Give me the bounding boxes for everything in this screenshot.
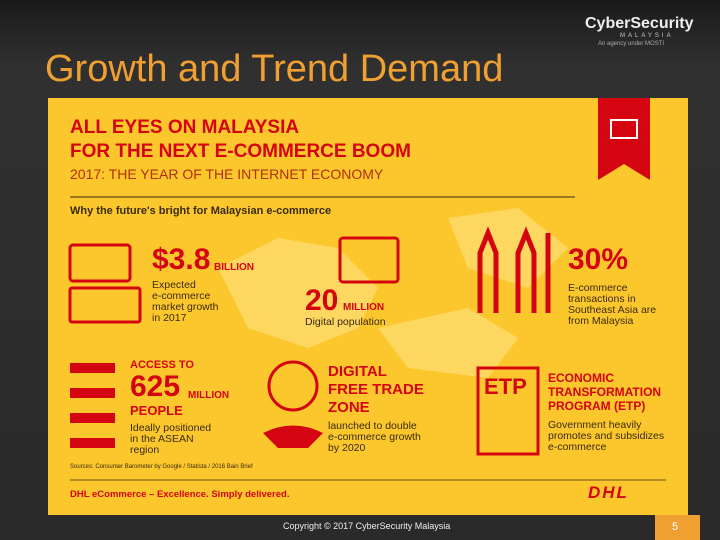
logo-sub: MALAYSIA	[620, 33, 674, 39]
page-number: 5	[672, 521, 679, 533]
stat-value: 625	[130, 370, 181, 403]
screen-icon	[338, 236, 400, 284]
stat-unit: BILLION	[214, 262, 254, 273]
stat-value: 20	[305, 284, 339, 317]
stat-desc: in 2017	[152, 312, 187, 324]
slogan: DHL eCommerce – Excellence. Simply deliv…	[70, 489, 290, 500]
stat-unit: MILLION	[188, 390, 230, 401]
etp-title: PROGRAM (ETP)	[548, 399, 646, 413]
zone-title: ZONE	[328, 399, 370, 416]
tagline: An agency under MOSTI	[598, 41, 665, 47]
people-icon	[70, 363, 115, 448]
map-land	[378, 308, 518, 378]
etp-icon	[476, 366, 540, 456]
laptop-icon	[610, 119, 638, 139]
etp-title: ECONOMIC	[548, 371, 614, 385]
intro: Why the future's bright for Malaysian e-…	[70, 205, 332, 217]
stat-value: 30%	[568, 243, 629, 276]
zone-desc: e-commerce growth	[328, 431, 421, 443]
towers-icon	[477, 226, 551, 313]
zone-title: FREE TRADE	[328, 381, 424, 398]
stat-desc: e-commerce	[152, 290, 211, 302]
etp-desc: e-commerce	[548, 441, 607, 453]
infographic: ALL EYES ON MALAYSIA FOR THE NEXT E-COMM…	[48, 98, 688, 515]
map-art	[68, 98, 666, 481]
stat-desc: market growth	[152, 301, 219, 313]
logo: CyberSecurity	[585, 15, 694, 32]
headline: ALL EYES ON MALAYSIA	[70, 117, 300, 138]
stat-unit: MILLION	[343, 302, 385, 313]
copyright: Copyright © 2017 CyberSecurity Malaysia	[283, 521, 451, 531]
etp-icon-label: ETP	[484, 374, 527, 399]
slide-title: Growth and Trend Demand	[45, 48, 504, 90]
stat-desc: E-commerce	[568, 282, 628, 294]
stat-value: $3.8	[152, 243, 211, 276]
zone-desc: launched to double	[328, 420, 417, 432]
stat-desc: Expected	[152, 279, 196, 291]
zone-title: DIGITAL	[328, 363, 387, 380]
etp-desc: Government heavily	[548, 419, 642, 431]
page-number-box	[655, 515, 700, 540]
stat-desc: Southeast Asia are	[568, 304, 657, 316]
stat-pre: ACCESS TO	[130, 359, 194, 371]
stat-desc: transactions in	[568, 293, 636, 305]
stat-desc: Digital population	[305, 316, 386, 328]
headline: FOR THE NEXT E-COMMERCE BOOM	[70, 141, 411, 162]
stat-desc: region	[130, 444, 160, 456]
globe-icon	[267, 360, 319, 412]
money-icon	[68, 286, 142, 324]
stat-desc: Ideally positioned	[130, 422, 212, 434]
zone-desc: by 2020	[328, 442, 366, 454]
subheadline: 2017: THE YEAR OF THE INTERNET ECONOMY	[70, 166, 384, 182]
stat-post: PEOPLE	[130, 403, 183, 418]
etp-desc: promotes and subsidizes	[548, 430, 665, 442]
handshake-icon	[263, 425, 323, 448]
cart-icon	[68, 243, 132, 283]
etp-title: TRANSFORMATION	[548, 385, 662, 399]
map-land	[218, 238, 378, 348]
stat-desc: from Malaysia	[568, 315, 634, 327]
sources: Sources: Consumer Barometer by Google / …	[70, 464, 253, 470]
stat-desc: in the ASEAN	[130, 433, 194, 445]
brand-logo: DHL	[588, 483, 629, 502]
